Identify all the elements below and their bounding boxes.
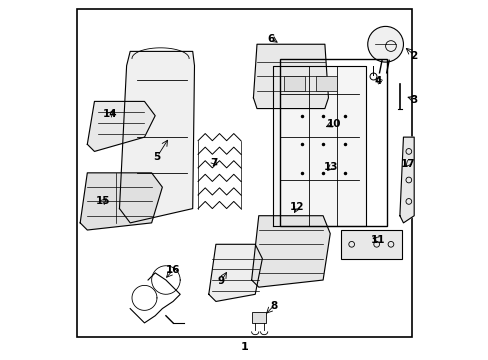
Text: 17: 17 <box>400 159 415 169</box>
Text: 5: 5 <box>153 152 160 162</box>
Polygon shape <box>119 51 194 223</box>
Text: 16: 16 <box>165 265 180 275</box>
Bar <box>315 76 337 91</box>
Bar <box>251 312 265 323</box>
Text: 15: 15 <box>96 197 110 206</box>
Bar <box>283 76 305 91</box>
Polygon shape <box>80 173 162 230</box>
Polygon shape <box>272 66 365 226</box>
Polygon shape <box>208 244 262 301</box>
Text: 3: 3 <box>410 95 417 105</box>
Ellipse shape <box>367 26 403 62</box>
Bar <box>340 230 401 258</box>
Text: 8: 8 <box>269 301 277 311</box>
Polygon shape <box>251 216 329 287</box>
Polygon shape <box>253 44 328 109</box>
Text: 2: 2 <box>410 51 417 61</box>
Text: 9: 9 <box>217 276 224 286</box>
Text: 12: 12 <box>289 202 304 212</box>
Text: 13: 13 <box>323 162 338 172</box>
Text: 14: 14 <box>103 109 118 119</box>
Text: 7: 7 <box>210 158 217 168</box>
Text: 1: 1 <box>240 342 248 352</box>
Text: 6: 6 <box>267 34 274 44</box>
Bar <box>280 59 386 226</box>
Text: 10: 10 <box>326 118 340 129</box>
Text: 11: 11 <box>370 235 385 245</box>
Polygon shape <box>399 137 413 223</box>
Text: 4: 4 <box>374 76 381 86</box>
Polygon shape <box>87 102 155 152</box>
